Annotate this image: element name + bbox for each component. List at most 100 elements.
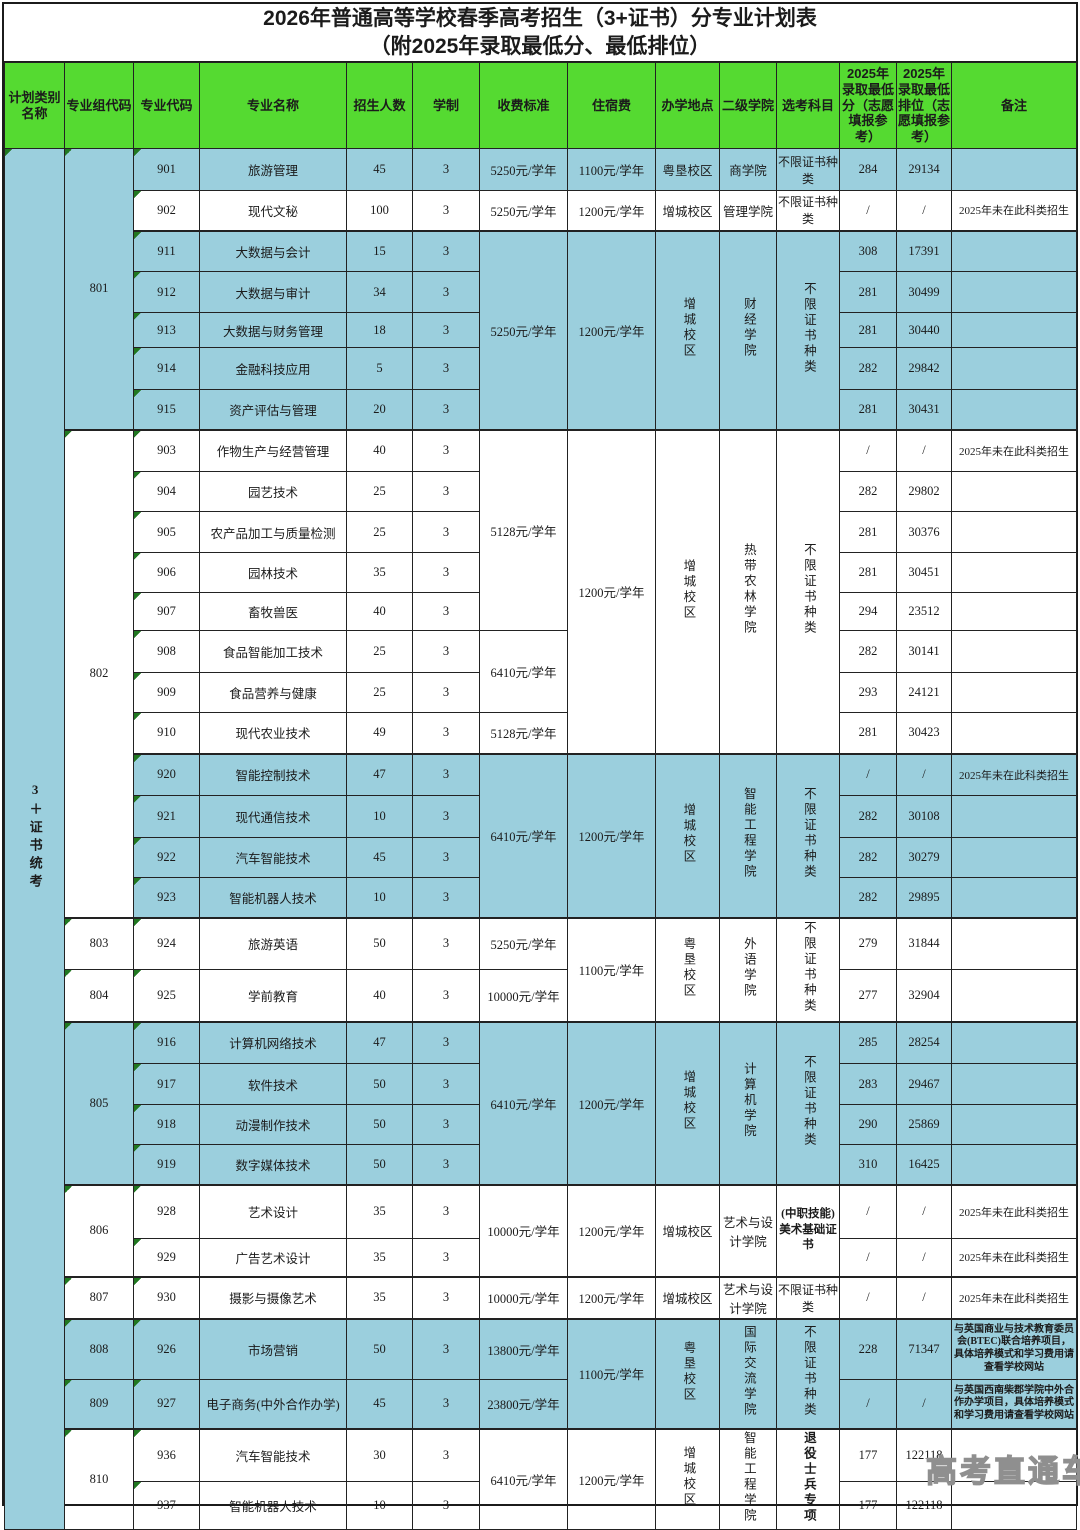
major-code-cell: 914 [133, 347, 200, 390]
table-row: 915 资产评估与管理 20 3 281 30431 [5, 389, 1077, 430]
major-code-cell: 912 [133, 271, 200, 313]
campus-cell: 增城校区 [655, 1427, 720, 1530]
duration-cell: 3 [412, 1317, 480, 1380]
major-code-cell: 901 [133, 148, 200, 191]
subjects-text: 不限证书种类 [801, 921, 816, 1014]
enrollment-cell: 20 [346, 389, 413, 430]
score-cell: 277 [839, 969, 897, 1022]
rank-cell: 29802 [896, 471, 952, 512]
campus-cell: 增城校区 [655, 190, 720, 231]
duration-cell: 3 [412, 1104, 480, 1145]
rank-cell: 17391 [896, 229, 952, 272]
subjects-cell: 不限证书种类 [776, 229, 840, 430]
rank-cell: 32904 [896, 969, 952, 1022]
rank-cell: / [896, 752, 952, 796]
col-header-enrollment: 招生人数 [346, 62, 413, 149]
score-cell: / [839, 428, 897, 472]
subjects-cell: 不限证书种类 [776, 916, 840, 1022]
score-cell: 282 [839, 471, 897, 512]
enrollment-cell: 49 [346, 712, 413, 754]
remark-cell [951, 837, 1077, 878]
group-code-cell: 810 [64, 1427, 134, 1530]
enrollment-cell: 45 [346, 148, 413, 191]
table-row: 803 924 旅游英语 50 3 5250元/学年 1100元/学年 粤垦校区… [5, 916, 1077, 1022]
tuition-cell: 23800元/学年 [479, 1379, 568, 1429]
col-header-duration: 学制 [412, 62, 480, 149]
table-row: 921 现代通信技术 10 3 282 30108 [5, 795, 1077, 838]
major-code-cell: 915 [133, 389, 200, 430]
rank-cell: / [896, 1238, 952, 1277]
dorm-fee-cell: 1200元/学年 [567, 428, 656, 754]
major-name-cell: 计算机网络技术 [199, 1020, 347, 1064]
enrollment-cell: 50 [346, 916, 413, 970]
score-cell: 281 [839, 712, 897, 754]
subjects-cell: 不限证书种类 [776, 1317, 840, 1429]
page-title: 2026年普通高等学校春季高考招生（3+证书）分专业计划表 （附2025年录取最… [4, 4, 1076, 62]
table-row: 923 智能机器人技术 10 3 282 29895 [5, 877, 1077, 918]
col-header-major-code: 专业代码 [133, 62, 200, 149]
table-row: 910 现代农业技术 49 3 5128元/学年 281 30423 [5, 712, 1077, 754]
major-code-cell: 918 [133, 1104, 200, 1145]
col-header-campus: 办学地点 [655, 62, 720, 149]
rank-cell: / [896, 1183, 952, 1239]
major-code-cell: 936 [133, 1427, 200, 1482]
rank-cell: / [896, 1379, 952, 1429]
campus-text: 增城校区 [681, 802, 696, 865]
college-cell: 财经学院 [719, 229, 777, 430]
campus-cell: 增城校区 [655, 752, 720, 918]
table-row: 920 智能控制技术 47 3 6410元/学年 1200元/学年 增城校区 智… [5, 752, 1077, 918]
table-row: 809 927 电子商务(中外合作办学) 45 3 23800元/学年 / / … [5, 1379, 1077, 1429]
rank-cell: 28254 [896, 1020, 952, 1064]
score-cell: 290 [839, 1104, 897, 1145]
score-cell: 282 [839, 837, 897, 878]
duration-cell: 3 [412, 712, 480, 754]
tuition-cell: 5128元/学年 [479, 428, 568, 631]
college-cell: 计算机学院 [719, 1020, 777, 1185]
dorm-fee-cell: 1200元/学年 [567, 1183, 656, 1277]
college-cell: 艺术与设计学院 [719, 1183, 777, 1277]
college-text: 财经学院 [741, 297, 756, 359]
enrollment-cell: 47 [346, 1020, 413, 1064]
duration-cell: 3 [412, 592, 480, 631]
tuition-cell: 5250元/学年 [479, 229, 568, 430]
campus-cell: 增城校区 [655, 1020, 720, 1185]
campus-cell: 粤垦校区 [655, 148, 720, 191]
campus-cell: 增城校区 [655, 229, 720, 430]
score-cell: 228 [839, 1317, 897, 1380]
subjects-cell: 不限证书种类 [776, 1275, 840, 1319]
duration-cell: 3 [412, 148, 480, 191]
college-cell: 艺术与设计学院 [719, 1275, 777, 1319]
remark-cell [951, 969, 1077, 1022]
col-header-exam-subjects: 选考科目 [776, 62, 840, 149]
major-code-cell: 903 [133, 428, 200, 472]
duration-cell: 3 [412, 471, 480, 512]
remark-cell: 2025年未在此科类招生 [951, 428, 1077, 472]
remark-cell [951, 1063, 1077, 1105]
remark-cell: 与英国西南柴郡学院中外合作办学项目，具体培养模式和学习费用请查看学校网站 [951, 1379, 1077, 1429]
major-name-cell: 智能机器人技术 [199, 1480, 347, 1530]
enrollment-cell: 25 [346, 672, 413, 713]
tuition-cell: 5250元/学年 [479, 916, 568, 970]
enrollment-cell: 40 [346, 592, 413, 631]
major-name-cell: 动漫制作技术 [199, 1104, 347, 1145]
enrollment-cell: 50 [346, 1317, 413, 1380]
college-text: 热带农林学院 [741, 543, 756, 636]
major-code-cell: 919 [133, 1144, 200, 1185]
score-cell: 281 [839, 312, 897, 348]
major-code-cell: 916 [133, 1020, 200, 1064]
major-name-cell: 旅游英语 [199, 916, 347, 970]
col-header-major-name: 专业名称 [199, 62, 347, 149]
major-code-cell: 921 [133, 795, 200, 838]
duration-cell: 3 [412, 229, 480, 272]
duration-cell: 3 [412, 428, 480, 472]
major-code-cell: 906 [133, 552, 200, 593]
college-cell: 国际交流学院 [719, 1317, 777, 1429]
major-code-cell: 917 [133, 1063, 200, 1105]
remark-cell [951, 672, 1077, 713]
major-name-cell: 旅游管理 [199, 148, 347, 191]
major-name-cell: 园艺技术 [199, 471, 347, 512]
enrollment-cell: 100 [346, 190, 413, 231]
table-row: 808 926 市场营销 50 3 13800元/学年 1100元/学年 粤垦校… [5, 1317, 1077, 1429]
rank-cell: 23512 [896, 592, 952, 631]
